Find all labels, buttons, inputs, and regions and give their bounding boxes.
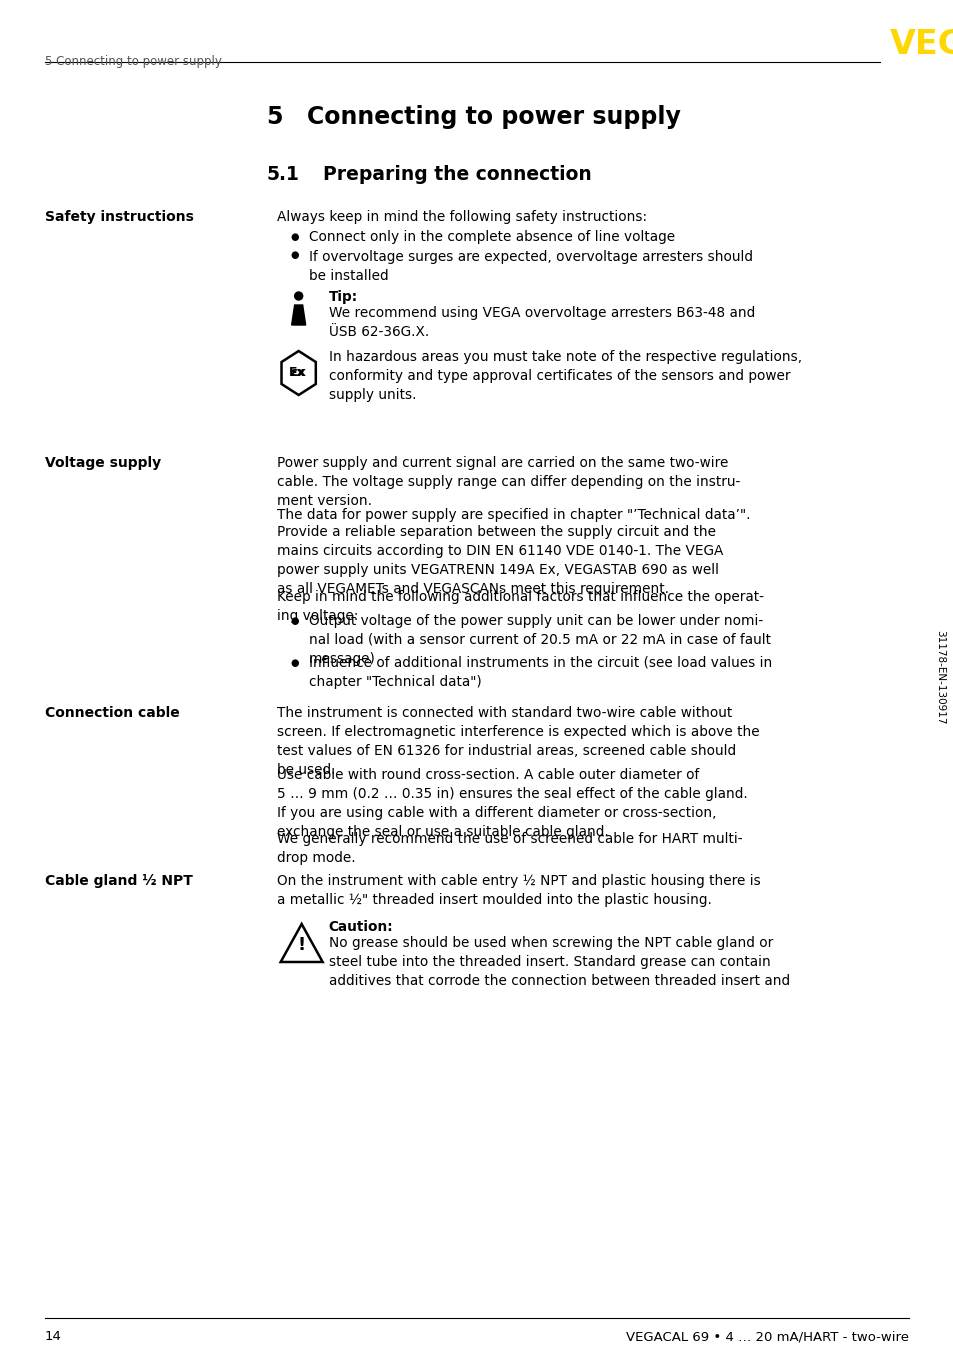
Text: 5.1: 5.1 xyxy=(267,165,299,184)
Text: On the instrument with cable entry ½ NPT and plastic housing there is
a metallic: On the instrument with cable entry ½ NPT… xyxy=(276,873,760,907)
Text: The data for power supply are specified in chapter "’Technical data’".: The data for power supply are specified … xyxy=(276,508,749,523)
Text: Influence of additional instruments in the circuit (see load values in
chapter ": Influence of additional instruments in t… xyxy=(309,655,771,689)
Text: If overvoltage surges are expected, overvoltage arresters should
be installed: If overvoltage surges are expected, over… xyxy=(309,250,752,283)
Text: Use cable with round cross-section. A cable outer diameter of
5 … 9 mm (0.2 … 0.: Use cable with round cross-section. A ca… xyxy=(276,768,746,839)
Text: VEGACAL 69 • 4 … 20 mA/HART - two-wire: VEGACAL 69 • 4 … 20 mA/HART - two-wire xyxy=(625,1330,908,1343)
Text: ●: ● xyxy=(290,658,298,668)
Text: Preparing the connection: Preparing the connection xyxy=(322,165,591,184)
Polygon shape xyxy=(292,305,305,325)
Text: ●: ● xyxy=(290,616,298,626)
Text: The instrument is connected with standard two-wire cable without
screen. If elec: The instrument is connected with standar… xyxy=(276,705,759,777)
Text: Connecting to power supply: Connecting to power supply xyxy=(306,106,679,129)
Text: Cable gland ½ NPT: Cable gland ½ NPT xyxy=(45,873,193,888)
Text: Power supply and current signal are carried on the same two-wire
cable. The volt: Power supply and current signal are carr… xyxy=(276,456,740,508)
Text: !: ! xyxy=(297,936,305,955)
Text: Keep in mind the following additional factors that influence the operat-
ing vol: Keep in mind the following additional fa… xyxy=(276,590,762,623)
Circle shape xyxy=(294,292,302,301)
Text: Caution:: Caution: xyxy=(329,919,393,934)
Text: Provide a reliable separation between the supply circuit and the
mains circuits : Provide a reliable separation between th… xyxy=(276,525,722,596)
Text: 31178-EN-130917: 31178-EN-130917 xyxy=(934,630,944,724)
Text: VEGA: VEGA xyxy=(889,28,953,61)
Text: εx: εx xyxy=(291,367,306,379)
Text: ●: ● xyxy=(290,250,298,260)
Text: In hazardous areas you must take note of the respective regulations,
conformity : In hazardous areas you must take note of… xyxy=(329,349,801,402)
Text: Ex: Ex xyxy=(289,366,306,379)
Text: Always keep in mind the following safety instructions:: Always keep in mind the following safety… xyxy=(276,210,646,223)
Text: Connect only in the complete absence of line voltage: Connect only in the complete absence of … xyxy=(309,230,674,244)
Text: Safety instructions: Safety instructions xyxy=(45,210,193,223)
Text: Tip:: Tip: xyxy=(329,290,357,305)
Text: No grease should be used when screwing the NPT cable gland or
steel tube into th: No grease should be used when screwing t… xyxy=(329,936,789,988)
Text: 5 Connecting to power supply: 5 Connecting to power supply xyxy=(45,56,221,68)
Text: 14: 14 xyxy=(45,1330,62,1343)
Text: We generally recommend the use of screened cable for HART multi-
drop mode.: We generally recommend the use of screen… xyxy=(276,831,741,865)
Text: We recommend using VEGA overvoltage arresters B63-48 and
ÜSB 62-36G.X.: We recommend using VEGA overvoltage arre… xyxy=(329,306,754,338)
Text: Connection cable: Connection cable xyxy=(45,705,179,720)
Text: Output voltage of the power supply unit can be lower under nomi-
nal load (with : Output voltage of the power supply unit … xyxy=(309,613,770,666)
Text: Voltage supply: Voltage supply xyxy=(45,456,161,470)
Text: 5: 5 xyxy=(267,106,283,129)
Text: ●: ● xyxy=(290,232,298,242)
